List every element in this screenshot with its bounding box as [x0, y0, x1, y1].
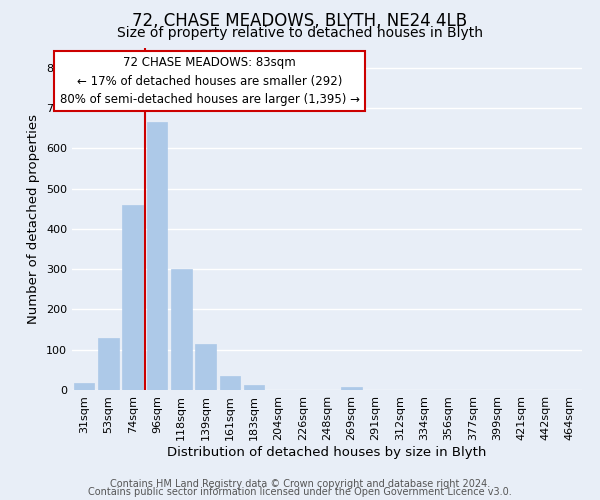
Text: 72, CHASE MEADOWS, BLYTH, NE24 4LB: 72, CHASE MEADOWS, BLYTH, NE24 4LB: [133, 12, 467, 30]
Bar: [98, 338, 119, 390]
Bar: [146, 122, 167, 390]
Bar: [171, 269, 191, 390]
Text: Size of property relative to detached houses in Blyth: Size of property relative to detached ho…: [117, 26, 483, 40]
Text: Contains HM Land Registry data © Crown copyright and database right 2024.: Contains HM Land Registry data © Crown c…: [110, 479, 490, 489]
X-axis label: Distribution of detached houses by size in Blyth: Distribution of detached houses by size …: [167, 446, 487, 458]
Bar: [122, 204, 143, 390]
Text: Contains public sector information licensed under the Open Government Licence v3: Contains public sector information licen…: [88, 487, 512, 497]
Text: 72 CHASE MEADOWS: 83sqm
← 17% of detached houses are smaller (292)
80% of semi-d: 72 CHASE MEADOWS: 83sqm ← 17% of detache…: [60, 56, 360, 106]
Bar: [244, 385, 265, 390]
Y-axis label: Number of detached properties: Number of detached properties: [28, 114, 40, 324]
Bar: [220, 376, 240, 390]
Bar: [195, 344, 216, 390]
Bar: [341, 387, 362, 390]
Bar: [74, 382, 94, 390]
